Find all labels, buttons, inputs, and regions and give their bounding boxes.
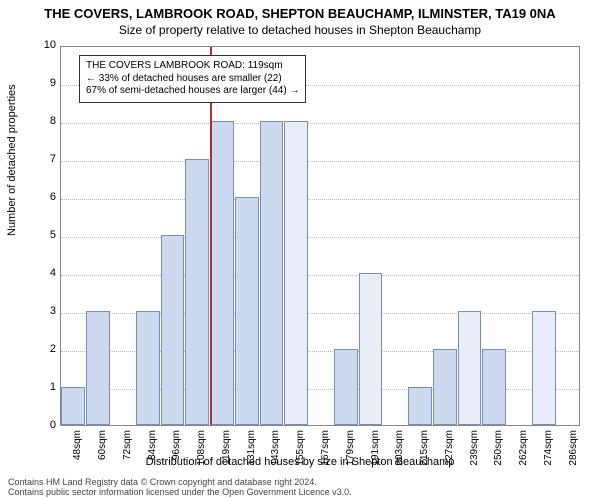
x-tick-label: 60sqm bbox=[97, 430, 108, 470]
y-gridline bbox=[61, 161, 579, 162]
histogram-bar bbox=[532, 311, 556, 425]
x-tick-label: 179sqm bbox=[345, 430, 356, 470]
y-tick-label: 5 bbox=[26, 229, 56, 241]
x-tick-label: 262sqm bbox=[518, 430, 529, 470]
y-tick-label: 9 bbox=[26, 77, 56, 89]
y-tick-label: 8 bbox=[26, 115, 56, 127]
histogram-bar bbox=[284, 121, 308, 425]
x-tick-label: 250sqm bbox=[493, 430, 504, 470]
y-gridline bbox=[61, 123, 579, 124]
x-tick-label: 215sqm bbox=[419, 430, 430, 470]
page-title: THE COVERS, LAMBROOK ROAD, SHEPTON BEAUC… bbox=[0, 0, 600, 21]
y-tick-label: 0 bbox=[26, 419, 56, 431]
histogram-bar bbox=[210, 121, 234, 425]
x-tick-label: 167sqm bbox=[320, 430, 331, 470]
x-tick-label: 274sqm bbox=[543, 430, 554, 470]
histogram-bar bbox=[359, 273, 383, 425]
y-tick-label: 10 bbox=[26, 39, 56, 51]
y-tick-label: 2 bbox=[26, 343, 56, 355]
x-tick-label: 227sqm bbox=[444, 430, 455, 470]
x-tick-label: 155sqm bbox=[295, 430, 306, 470]
marker-line bbox=[210, 47, 212, 425]
histogram-bar bbox=[185, 159, 209, 425]
histogram-chart: THE COVERS LAMBROOK ROAD: 119sqm ← 33% o… bbox=[60, 46, 580, 426]
histogram-bar bbox=[61, 387, 85, 425]
x-tick-label: 96sqm bbox=[171, 430, 182, 470]
x-tick-label: 131sqm bbox=[246, 430, 257, 470]
y-gridline bbox=[61, 237, 579, 238]
footer-line: Contains public sector information licen… bbox=[8, 488, 352, 498]
annotation-line: THE COVERS LAMBROOK ROAD: 119sqm bbox=[86, 60, 299, 73]
y-gridline bbox=[61, 199, 579, 200]
histogram-bar bbox=[482, 349, 506, 425]
histogram-bar bbox=[260, 121, 284, 425]
annotation-box: THE COVERS LAMBROOK ROAD: 119sqm ← 33% o… bbox=[79, 55, 306, 103]
x-tick-label: 143sqm bbox=[270, 430, 281, 470]
x-tick-label: 119sqm bbox=[221, 430, 232, 470]
histogram-bar bbox=[86, 311, 110, 425]
x-tick-label: 72sqm bbox=[122, 430, 133, 470]
y-tick-label: 6 bbox=[26, 191, 56, 203]
histogram-bar bbox=[161, 235, 185, 425]
annotation-line: ← 33% of detached houses are smaller (22… bbox=[86, 73, 299, 86]
y-tick-label: 7 bbox=[26, 153, 56, 165]
x-tick-label: 203sqm bbox=[394, 430, 405, 470]
x-tick-label: 108sqm bbox=[196, 430, 207, 470]
x-tick-label: 239sqm bbox=[469, 430, 480, 470]
y-axis-label: Number of detached properties bbox=[6, 84, 18, 236]
histogram-bar bbox=[334, 349, 358, 425]
histogram-bar bbox=[433, 349, 457, 425]
y-tick-label: 3 bbox=[26, 305, 56, 317]
y-tick-label: 4 bbox=[26, 267, 56, 279]
x-tick-label: 84sqm bbox=[147, 430, 158, 470]
y-gridline bbox=[61, 275, 579, 276]
annotation-line: 67% of semi-detached houses are larger (… bbox=[86, 85, 299, 98]
x-tick-label: 191sqm bbox=[370, 430, 381, 470]
footer-attribution: Contains HM Land Registry data © Crown c… bbox=[8, 478, 352, 498]
histogram-bar bbox=[458, 311, 482, 425]
histogram-bar bbox=[235, 197, 259, 425]
x-tick-label: 286sqm bbox=[568, 430, 579, 470]
histogram-bar bbox=[408, 387, 432, 425]
histogram-bar bbox=[136, 311, 160, 425]
y-tick-label: 1 bbox=[26, 381, 56, 393]
x-tick-label: 48sqm bbox=[72, 430, 83, 470]
page-subtitle: Size of property relative to detached ho… bbox=[0, 21, 600, 37]
